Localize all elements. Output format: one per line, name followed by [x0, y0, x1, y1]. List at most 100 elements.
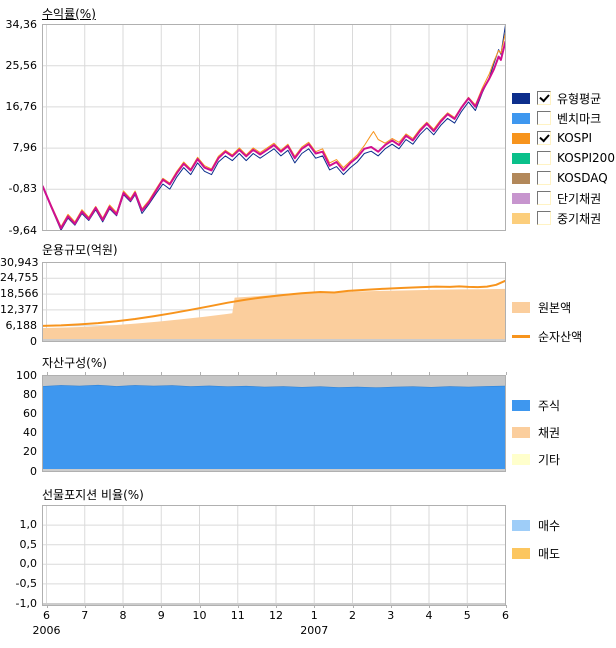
legend-item: 채권	[512, 421, 560, 443]
futures-legend: 매수 매도	[512, 514, 560, 570]
y-tick-label: 40	[23, 426, 37, 440]
legend-item: 벤치마크	[512, 108, 615, 128]
y-tick-label: 16,76	[5, 99, 38, 113]
composition-legend: 주식 채권 기타	[512, 394, 560, 475]
legend-item: KOSPI200	[512, 148, 615, 168]
x-tick-mark	[467, 372, 469, 375]
x-tick-mark	[314, 605, 316, 608]
checkmark-icon	[539, 131, 550, 143]
x-tick-mark	[237, 605, 239, 608]
year-label-2007: 2007	[300, 624, 329, 637]
checkmark-icon	[539, 91, 550, 103]
legend-item: KOSPI	[512, 128, 615, 148]
x-tick-mark	[161, 605, 163, 608]
x-tick-mark	[237, 372, 239, 375]
legend-checkbox-checked[interactable]	[537, 131, 551, 145]
composition-panel-title: 자산구성(%)	[42, 356, 107, 370]
legend-label: KOSPI	[557, 131, 593, 145]
legend-label: 매수	[538, 518, 561, 533]
y-tick-label: 30,943	[0, 255, 39, 269]
x-tick-mark	[123, 605, 124, 608]
legend-swatch	[512, 519, 530, 531]
legend-item: KOSDAQ	[512, 168, 615, 188]
y-tick-label: -0,83	[8, 182, 37, 196]
legend-swatch	[512, 212, 530, 224]
x-tick-mark	[467, 605, 469, 608]
legend-swatch	[512, 426, 530, 438]
returns-chart	[42, 24, 506, 231]
legend-item: 매수	[512, 514, 560, 536]
legend-label: 중기채권	[557, 211, 602, 226]
x-tick-mark	[199, 372, 201, 375]
legend-swatch	[512, 399, 530, 411]
y-tick-label: 18,566	[0, 287, 39, 301]
legend-swatch	[512, 301, 530, 313]
y-tick-label: 20	[23, 445, 37, 459]
legend-swatch	[512, 334, 530, 338]
x-tick-mark	[429, 605, 430, 608]
y-tick-label: 60	[23, 406, 37, 420]
returns-panel-title: 수익률(%)	[42, 7, 96, 21]
legend-swatch	[512, 152, 530, 164]
legend-swatch	[512, 112, 530, 124]
x-tick-mark	[390, 372, 392, 375]
legend-item: 원본액	[512, 296, 582, 318]
y-tick-label: 100	[16, 368, 37, 382]
legend-swatch	[512, 453, 530, 465]
y-tick-label: 0	[30, 334, 37, 348]
y-tick-label: 0	[30, 464, 37, 478]
legend-swatch	[512, 547, 530, 559]
legend-checkbox[interactable]	[537, 171, 551, 185]
legend-label: 순자산액	[538, 329, 583, 344]
x-tick-mark	[199, 605, 201, 608]
legend-item: 중기채권	[512, 208, 615, 228]
futures-panel-title: 선물포지션 비율(%)	[42, 488, 144, 502]
x-tick-mark	[276, 372, 277, 375]
legend-checkbox[interactable]	[537, 151, 551, 165]
y-tick-label: 25,56	[5, 58, 38, 72]
x-tick-label: 11	[230, 609, 245, 622]
aum-panel-title: 운용규모(억원)	[42, 243, 118, 257]
legend-item: 단기채권	[512, 188, 615, 208]
x-tick-mark	[84, 372, 86, 375]
composition-chart	[42, 375, 506, 472]
x-tick-mark	[161, 372, 163, 375]
y-tick-label: 34,36	[5, 17, 38, 31]
legend-label: KOSDAQ	[557, 171, 608, 185]
x-tick-label: 2	[349, 609, 356, 622]
y-tick-label: -9,64	[8, 223, 37, 237]
x-tick-label: 1	[310, 609, 318, 622]
aum-chart	[42, 262, 506, 342]
y-tick-label: 12,377	[0, 302, 39, 316]
legend-label: 유형평균	[557, 91, 602, 106]
legend-swatch	[512, 172, 530, 184]
legend-label: 채권	[538, 425, 561, 440]
x-tick-label: 3	[387, 609, 395, 622]
y-tick-label: 80	[23, 387, 37, 401]
x-tick-mark	[352, 372, 354, 375]
x-tick-mark	[84, 605, 86, 608]
x-tick-mark	[390, 605, 392, 608]
x-tick-label: 10	[192, 609, 207, 622]
y-tick-label: 24,755	[0, 271, 39, 285]
x-tick-label: 5	[463, 609, 471, 622]
legend-checkbox[interactable]	[537, 191, 551, 205]
x-tick-mark	[276, 605, 277, 608]
y-tick-label: 0,0	[19, 557, 38, 571]
x-tick-mark	[123, 372, 124, 375]
legend-checkbox[interactable]	[537, 211, 551, 225]
x-tick-label: 8	[119, 609, 127, 622]
y-tick-label: 1,0	[19, 518, 38, 532]
x-tick-mark	[352, 605, 354, 608]
x-tick-label: 12	[269, 609, 283, 622]
x-tick-label: 4	[425, 609, 433, 622]
x-tick-label: 9	[157, 609, 165, 622]
x-tick-label: 6	[502, 609, 509, 622]
y-tick-label: 0,5	[19, 537, 38, 551]
legend-checkbox-checked[interactable]	[537, 91, 551, 105]
legend-checkbox[interactable]	[537, 111, 551, 125]
legend-label: KOSPI200	[557, 151, 615, 165]
x-tick-mark	[505, 372, 507, 375]
legend-swatch	[512, 132, 530, 144]
